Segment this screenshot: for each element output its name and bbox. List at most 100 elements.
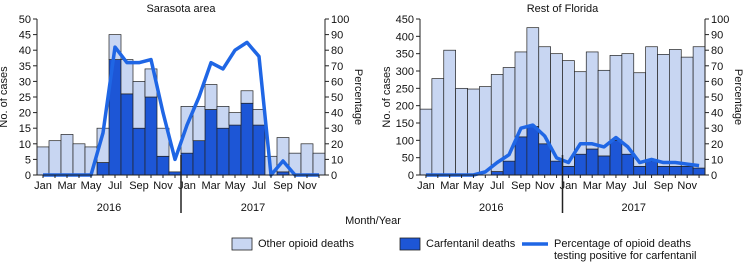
y2-tick-label: 80 bbox=[711, 45, 723, 57]
legend-swatch bbox=[231, 237, 253, 251]
x-axis-label: Month/Year bbox=[345, 215, 401, 227]
y-tick-label: 10 bbox=[19, 139, 31, 151]
x-tick-label: Jul bbox=[252, 180, 266, 192]
y2-tick-label: 80 bbox=[331, 45, 343, 57]
bar bbox=[431, 78, 445, 176]
x-tick-label: Mar bbox=[440, 180, 459, 192]
bar bbox=[132, 81, 146, 129]
bar bbox=[228, 124, 242, 176]
bar bbox=[192, 140, 206, 176]
y2-tick-label: 20 bbox=[711, 139, 723, 151]
bar bbox=[419, 108, 433, 176]
x-tick-label: May bbox=[606, 180, 627, 192]
bar bbox=[538, 143, 551, 176]
bar bbox=[562, 165, 575, 176]
x-tick-label: Jan bbox=[417, 180, 435, 192]
y-tick-label: 300 bbox=[396, 66, 414, 78]
y-tick-label: 40 bbox=[19, 45, 31, 57]
bar bbox=[180, 152, 194, 176]
y2-tick-label: 90 bbox=[711, 30, 723, 42]
y-tick-label: 50 bbox=[402, 153, 414, 165]
bar bbox=[609, 139, 623, 176]
bar bbox=[479, 86, 492, 176]
y2-tick-label: 10 bbox=[331, 154, 343, 166]
bar bbox=[538, 46, 551, 145]
y-tick-label: 25 bbox=[19, 92, 31, 104]
x-tick-label: Sep bbox=[273, 180, 293, 192]
x-tick-label: Nov bbox=[153, 180, 173, 192]
bar bbox=[657, 165, 670, 176]
x-tick-label: Nov bbox=[535, 180, 555, 192]
y-tick-label: 35 bbox=[19, 61, 31, 73]
y2-tick-label: 60 bbox=[711, 76, 723, 88]
bar bbox=[204, 84, 218, 110]
y-tick-label: 350 bbox=[396, 49, 414, 61]
chart-title: Rest of Florida bbox=[527, 3, 599, 15]
year-label: 2016 bbox=[479, 202, 503, 214]
bar bbox=[633, 165, 646, 176]
x-tick-label: Jan bbox=[178, 180, 196, 192]
bar bbox=[526, 126, 540, 176]
y2-tick-label: 100 bbox=[331, 14, 349, 26]
y-tick-label: 50 bbox=[19, 14, 31, 26]
bar bbox=[120, 59, 134, 95]
bar bbox=[36, 146, 50, 176]
y-tick-label: 400 bbox=[396, 31, 414, 43]
y-axis-label: No. of cases bbox=[0, 66, 10, 128]
year-label: 2016 bbox=[97, 202, 121, 214]
bar bbox=[621, 153, 635, 176]
bar bbox=[657, 54, 670, 167]
x-tick-label: Sep bbox=[511, 180, 531, 192]
bar bbox=[680, 165, 694, 176]
x-tick-label: Sep bbox=[129, 180, 149, 192]
bar bbox=[156, 155, 170, 176]
y2-tick-label: 20 bbox=[331, 139, 343, 151]
bar bbox=[680, 56, 694, 167]
bar bbox=[574, 153, 587, 176]
bar bbox=[597, 155, 611, 176]
bar bbox=[621, 53, 635, 155]
bar bbox=[526, 27, 540, 127]
y2-tick-label: 60 bbox=[331, 76, 343, 88]
bar bbox=[252, 124, 266, 176]
y2-tick-label: 70 bbox=[711, 61, 723, 73]
bar bbox=[609, 55, 623, 141]
bar bbox=[300, 143, 314, 176]
y2-tick-label: 40 bbox=[331, 108, 343, 120]
bar bbox=[60, 134, 74, 176]
bar bbox=[204, 109, 218, 176]
bar bbox=[240, 102, 254, 176]
legend-label: Percentage of opioid deaths testing posi… bbox=[554, 238, 697, 262]
x-tick-label: May bbox=[225, 180, 246, 192]
chart-title: Sarasota area bbox=[146, 3, 216, 15]
y-tick-label: 100 bbox=[396, 135, 414, 147]
bar bbox=[312, 152, 326, 176]
x-tick-label: Jan bbox=[34, 180, 52, 192]
bar bbox=[585, 51, 599, 150]
bar bbox=[562, 60, 575, 167]
y-tick-label: 450 bbox=[396, 14, 414, 26]
y-tick-label: 250 bbox=[396, 83, 414, 95]
bar bbox=[514, 136, 528, 176]
year-label: 2017 bbox=[241, 202, 265, 214]
y-tick-label: 5 bbox=[25, 154, 31, 166]
bar bbox=[585, 148, 599, 176]
bar bbox=[443, 49, 456, 176]
x-tick-label: Mar bbox=[583, 180, 602, 192]
x-tick-label: Jul bbox=[108, 180, 122, 192]
x-tick-label: Nov bbox=[297, 180, 317, 192]
bar bbox=[144, 96, 158, 176]
y2-tick-label: 50 bbox=[331, 92, 343, 104]
x-tick-label: Sep bbox=[654, 180, 674, 192]
x-tick-label: Jan bbox=[560, 180, 578, 192]
legend-swatch bbox=[399, 237, 421, 251]
bar bbox=[514, 51, 528, 138]
bar bbox=[692, 46, 706, 169]
bar bbox=[490, 74, 504, 172]
bar bbox=[645, 46, 658, 162]
legend-label: Carfentanil deaths bbox=[426, 238, 516, 250]
bar bbox=[467, 88, 480, 176]
y-tick-label: 0 bbox=[25, 170, 31, 182]
y-tick-label: 0 bbox=[408, 170, 414, 182]
y-tick-label: 20 bbox=[19, 108, 31, 120]
